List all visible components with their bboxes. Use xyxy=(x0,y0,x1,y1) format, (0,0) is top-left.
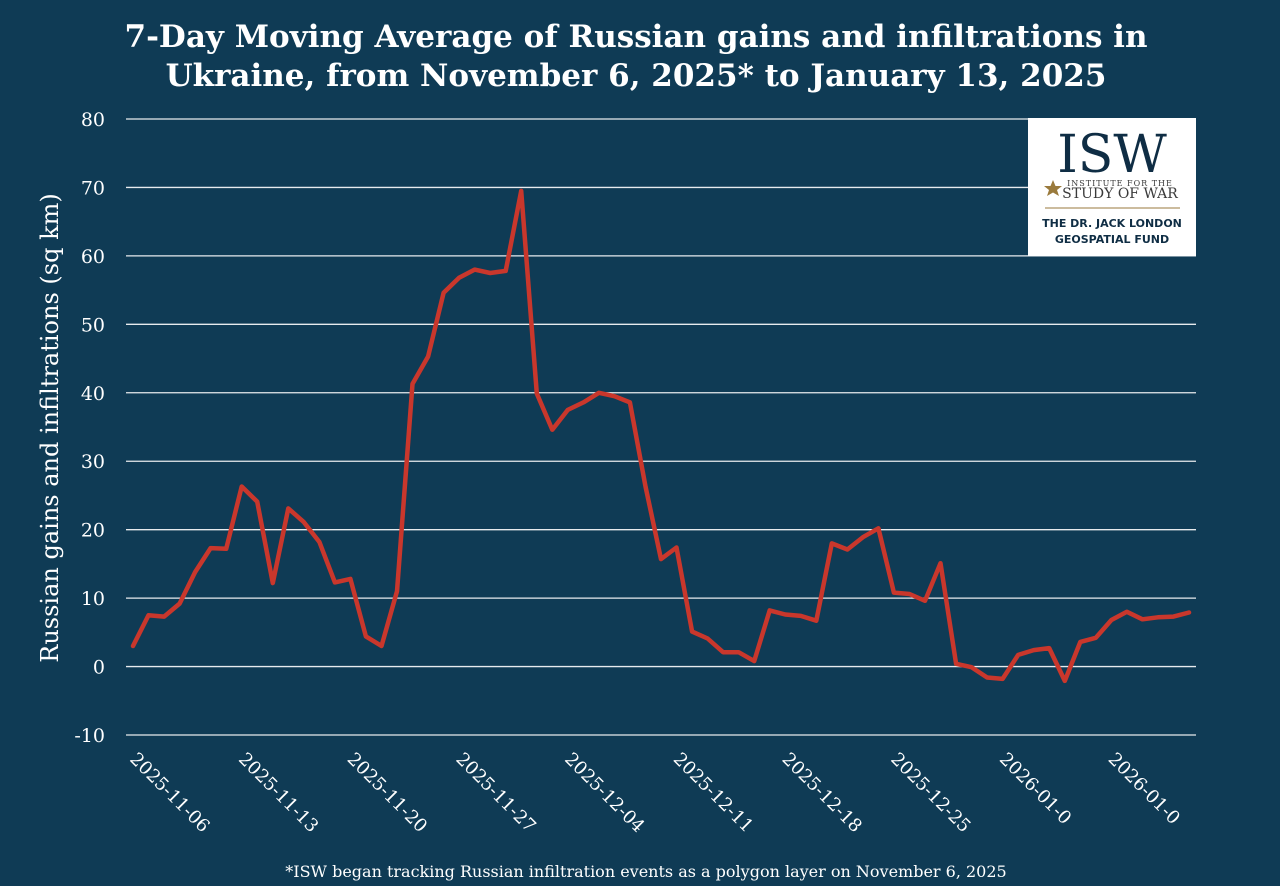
x-tick-label: 2025-12-25 xyxy=(886,749,974,837)
logo-fund-line-2: GEOSPATIAL FUND xyxy=(1055,233,1169,246)
x-tick-label: 2026-01-0 xyxy=(1104,749,1184,829)
y-tick-label: 20 xyxy=(81,520,105,542)
y-tick-label: -10 xyxy=(74,725,105,747)
y-tick-label: 80 xyxy=(81,109,105,131)
x-tick-label: 2025-11-13 xyxy=(234,749,322,837)
x-tick-label: 2025-11-27 xyxy=(452,749,540,837)
series-line xyxy=(130,188,1192,684)
chart-title-line-2: Ukraine, from November 6, 2025* to Janua… xyxy=(166,58,1107,94)
chart-title-line-1: 7-Day Moving Average of Russian gains an… xyxy=(125,19,1148,55)
series-layer xyxy=(130,188,1192,684)
y-tick-label: 40 xyxy=(81,383,105,405)
y-tick-label: 10 xyxy=(81,588,105,610)
y-tick-label: 0 xyxy=(93,657,105,679)
y-tick-label: 60 xyxy=(81,246,105,268)
x-tick-label: 2025-12-18 xyxy=(778,749,866,837)
x-tick-label: 2025-12-04 xyxy=(560,749,648,837)
y-axis-ticks: 80 70 60 50 40 30 20 10 0 -10 xyxy=(74,109,105,747)
y-axis-label: Russian gains and infiltrations (sq km) xyxy=(36,193,64,663)
y-tick-label: 50 xyxy=(81,314,105,336)
x-tick-label: 2025-12-11 xyxy=(669,749,757,837)
x-tick-label: 2026-01-0 xyxy=(995,749,1075,829)
y-tick-label: 30 xyxy=(81,451,105,473)
x-tick-label: 2025-11-20 xyxy=(343,749,431,837)
logo-institute-text: INSTITUTE FOR THE xyxy=(1067,179,1173,188)
footnote: *ISW began tracking Russian infiltration… xyxy=(285,862,1006,881)
logo-study-of-war-text: STUDY OF WAR xyxy=(1062,186,1178,202)
logo-fund-line-1: THE DR. JACK LONDON xyxy=(1042,217,1182,230)
grid-lines xyxy=(126,118,1196,736)
star-icon xyxy=(1044,180,1062,196)
x-axis-ticks: 2025-11-06 2025-11-13 2025-11-20 2025-11-27… xyxy=(125,749,1183,837)
isw-logo: ISW INSTITUTE FOR THE STUDY OF WAR THE D… xyxy=(1028,118,1196,256)
y-tick-label: 70 xyxy=(81,177,105,199)
logo-isw-text: ISW xyxy=(1057,125,1167,185)
x-tick-label: 2025-11-06 xyxy=(125,749,213,837)
